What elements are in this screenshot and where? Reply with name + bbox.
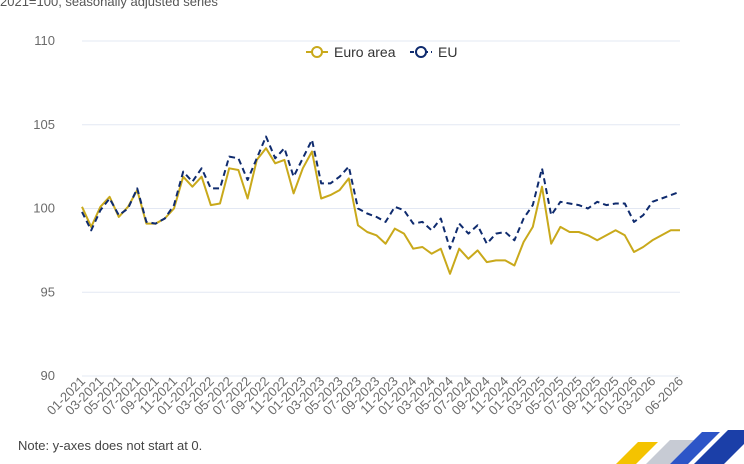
legend-label: EU — [438, 44, 457, 60]
series-line-euro-area[interactable] — [81, 147, 680, 275]
x-axis: 01-202103-202105-202107-202109-202111-20… — [44, 374, 686, 418]
legend-item-eu[interactable]: EU — [410, 44, 457, 60]
y-tick-label: 100 — [33, 201, 55, 216]
legend-item-euro-area[interactable]: Euro area — [306, 44, 396, 60]
series-line-eu[interactable] — [81, 135, 681, 250]
y-tick-label: 105 — [33, 117, 55, 132]
grid-lines — [82, 40, 680, 377]
brand-logo-icon — [616, 430, 744, 464]
y-tick-label: 90 — [41, 368, 55, 383]
legend-label: Euro area — [334, 44, 396, 60]
legend-marker — [311, 46, 323, 58]
y-axis: 90 95 100 105 110 — [33, 33, 55, 383]
series-lines — [81, 135, 681, 275]
legend-marker — [415, 46, 427, 58]
y-tick-label: 110 — [34, 33, 55, 48]
chart-subtitle: 2021=100, seasonally adjusted series — [0, 0, 218, 9]
y-tick-label: 95 — [41, 284, 55, 299]
legend[interactable]: Euro area EU — [306, 44, 457, 60]
footnote: Note: y-axes does not start at 0. — [18, 438, 203, 453]
